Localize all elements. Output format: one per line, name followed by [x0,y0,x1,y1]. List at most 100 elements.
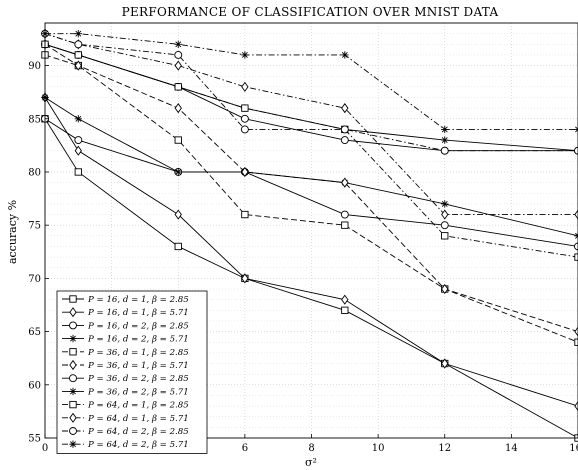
y-axis-label: accuracy % [6,200,19,264]
legend: P = 16, d = 1, β = 2.85 P = 16, d = 1, β … [56,290,208,454]
data-point [241,210,249,219]
data-point [74,29,83,38]
chart-title: PERFORMANCE OF CLASSIFICATION OVER MNIST… [122,5,499,19]
x-tick-label: 0 [42,443,48,454]
data-point [174,60,182,71]
legend-item: P = 36, d = 1, β = 2.85 [62,348,189,358]
data-point [574,232,578,240]
data-point [574,326,578,337]
data-point [174,136,182,144]
data-point [441,136,449,144]
legend-label: P = 16, d = 1, β = 5.71 [87,308,189,318]
x-tick-label: 8 [308,443,314,454]
series-11 [41,29,578,155]
legend-label: P = 36, d = 2, β = 2.85 [87,374,189,384]
data-point [341,51,349,59]
data-point [74,136,83,145]
legend-item: P = 36, d = 1, β = 5.71 [62,359,189,371]
x-tick-label: 14 [505,443,518,454]
series-line [45,33,578,130]
data-point [240,114,249,123]
data-point [174,103,182,114]
data-point [340,210,349,219]
data-point [341,177,349,188]
series-12 [41,29,578,134]
x-tick-label: 12 [438,443,451,454]
data-point [440,146,449,155]
data-point [441,283,449,295]
data-point [174,40,182,48]
data-point [441,125,449,134]
legend-label: P = 36, d = 1, β = 5.71 [87,361,189,371]
legend-marker [69,334,77,343]
x-axis-label: σ² [305,456,317,469]
legend-marker [69,427,77,435]
y-tick-label: 60 [28,380,41,391]
data-point [341,306,349,314]
data-point [241,104,249,112]
data-point [441,232,449,240]
series-line [44,43,578,333]
legend-label: P = 16, d = 2, β = 5.71 [87,335,189,345]
legend-label: P = 64, d = 1, β = 5.71 [87,414,189,424]
y-tick-label: 75 [28,221,41,232]
legend-marker [69,400,77,409]
y-tick-label: 70 [28,274,41,285]
data-point [241,51,249,59]
legend-label: P = 64, d = 2, β = 2.85 [87,427,189,437]
legend-label: P = 16, d = 1, β = 2.85 [87,295,189,305]
data-point [441,209,449,220]
data-point [341,294,349,305]
data-point [341,103,349,114]
legend-label: P = 64, d = 1, β = 2.85 [87,401,189,411]
data-point [174,168,182,176]
data-point [441,358,449,369]
data-point [241,273,249,284]
legend-label: P = 36, d = 2, β = 5.71 [87,387,189,397]
x-tick-label: 16 [569,443,578,454]
legend-item: P = 16, d = 2, β = 2.85 [62,321,189,331]
data-point [340,125,349,134]
legend-item: P = 64, d = 1, β = 2.85 [62,401,189,411]
data-point [340,136,349,145]
y-tick-label: 55 [28,434,41,445]
data-point [574,125,578,134]
series-4 [41,93,578,240]
y-tick-label: 85 [28,114,41,125]
data-point [574,209,578,220]
x-tick-label: 6 [242,443,248,454]
data-point [174,83,182,91]
data-point [74,115,83,123]
legend-marker [69,307,77,318]
data-point [341,221,349,229]
data-point [441,200,449,208]
legend-item: P = 64, d = 2, β = 5.71 [62,440,189,450]
legend-marker [69,374,77,383]
series-line [44,33,578,215]
legend-item: P = 36, d = 2, β = 2.85 [62,374,189,384]
legend-box [56,290,208,454]
legend-item: P = 16, d = 1, β = 5.71 [62,307,189,318]
legend-marker [69,440,77,448]
legend-label: P = 36, d = 1, β = 2.85 [87,348,189,358]
legend-marker [69,321,77,330]
legend-item: P = 36, d = 2, β = 5.71 [62,387,189,397]
data-point [74,145,82,156]
legend-item: P = 16, d = 2, β = 5.71 [62,335,189,345]
data-point [74,40,83,49]
y-tick-label: 80 [28,167,41,178]
x-tick-label: 10 [372,443,385,454]
legend-marker [69,412,77,423]
data-point [574,146,578,155]
data-point [241,81,249,92]
legend-marker [69,359,77,371]
data-point [174,50,183,59]
legend-marker [69,348,77,356]
legend-label: P = 64, d = 2, β = 5.71 [87,440,189,450]
data-point [74,60,82,71]
data-point [174,242,182,251]
legend-marker [69,387,77,396]
legend-marker [69,295,77,303]
series-layer [41,28,578,442]
